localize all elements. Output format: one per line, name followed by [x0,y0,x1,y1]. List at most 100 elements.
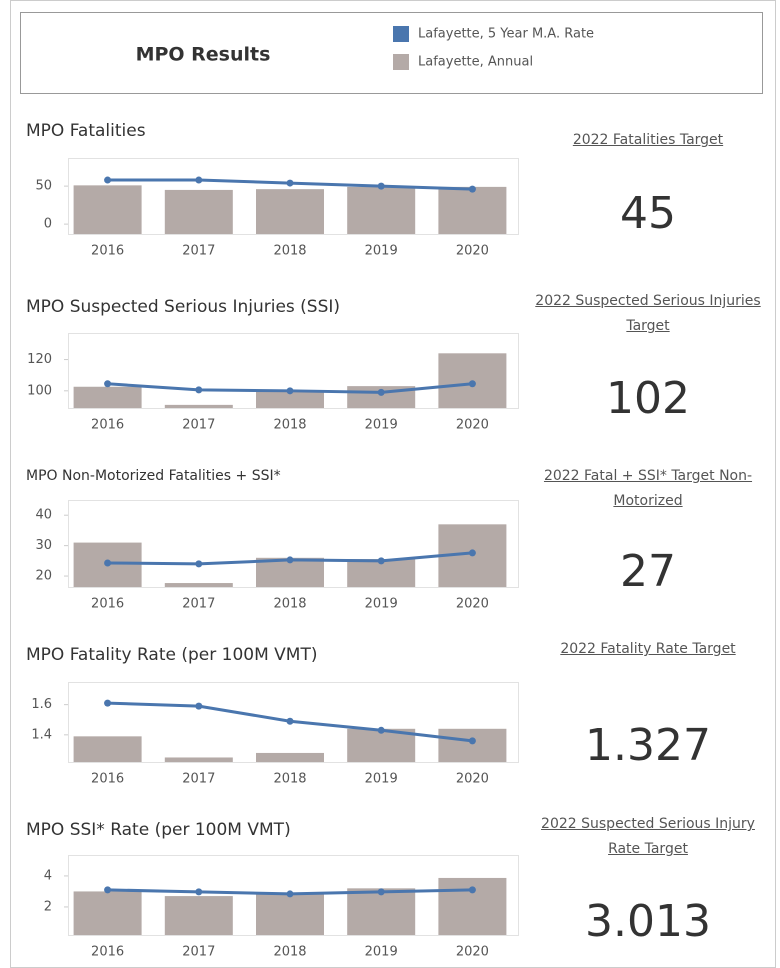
ma-point [195,888,203,896]
x-tick-label: 2016 [91,418,124,433]
ma-point [286,387,294,395]
chart-title: MPO Suspected Serious Injuries (SSI) [26,297,340,317]
ma-point [377,726,385,734]
ma-point [195,386,203,394]
ma-point [104,559,112,567]
legend-swatch [393,54,409,70]
chart-title: MPO Fatalities [26,121,146,141]
x-tick-label: 2018 [273,597,306,612]
ma-point [468,185,476,193]
legend-label: Lafayette, 5 Year M.A. Rate [418,27,594,42]
bar [73,185,142,234]
x-tick-label: 2020 [456,772,489,787]
x-tick-label: 2019 [365,244,398,259]
target-title: 2022 Fatality Rate Target [560,641,736,657]
ma-point [377,182,385,190]
y-tick-label: 1.4 [31,727,52,742]
y-tick-label: 2 [44,899,52,914]
chart-title: MPO SSI* Rate (per 100M VMT) [26,820,291,840]
x-tick-label: 2017 [182,945,215,960]
bar [256,893,324,935]
x-tick-label: 2019 [365,597,398,612]
target-value: 3.013 [585,896,711,947]
bar [164,189,233,234]
y-tick-label: 20 [35,569,52,584]
bar [256,189,324,234]
x-tick-label: 2017 [182,597,215,612]
y-tick-label: 4 [44,868,52,883]
bar [256,391,324,408]
ma-point [104,380,112,388]
bar [347,888,416,935]
x-tick-label: 2018 [273,945,306,960]
x-tick-label: 2016 [91,597,124,612]
ma-point [286,556,294,564]
ma-point [468,737,476,745]
plot-area [68,682,519,763]
target-title: 2022 Fatalities Target [572,132,724,148]
y-tick-label: 1.6 [31,697,52,712]
header-title: MPO Results [136,44,271,66]
bar [256,752,324,762]
ma-point [104,699,112,707]
x-tick-label: 2016 [91,772,124,787]
ma-point [468,549,476,557]
legend-swatch [393,26,409,42]
target-title: 2022 Suspected Serious Injury Rate Targe… [541,816,755,857]
bar [347,186,416,234]
x-tick-label: 2016 [91,244,124,259]
ma-point [195,702,203,710]
x-tick-label: 2017 [182,772,215,787]
ma-point [195,560,203,568]
bar [164,896,233,935]
x-tick-label: 2018 [273,772,306,787]
x-tick-label: 2017 [182,244,215,259]
target-value: 27 [620,546,676,597]
x-tick-label: 2017 [182,418,215,433]
x-tick-label: 2018 [273,418,306,433]
bar [438,186,507,234]
ma-point [195,176,203,184]
y-tick-label: 50 [35,179,52,194]
x-tick-label: 2016 [91,945,124,960]
x-tick-label: 2020 [456,418,489,433]
plot-area [68,158,519,235]
ma-point [377,888,385,896]
y-tick-label: 40 [35,508,52,523]
ma-point [377,388,385,396]
y-tick-label: 0 [44,217,52,232]
target-title: 2022 Suspected Serious Injuries Target [535,293,761,334]
x-tick-label: 2018 [273,244,306,259]
bar [73,736,142,762]
plot-area [68,500,519,588]
chart-title: MPO Non-Motorized Fatalities + SSI* [26,468,281,484]
ma-point [468,380,476,388]
bar [73,891,142,935]
x-tick-label: 2019 [365,772,398,787]
plot-area [68,855,519,936]
y-tick-label: 30 [35,538,52,553]
target-value: 45 [620,188,676,239]
x-tick-label: 2020 [456,945,489,960]
plot-area [68,333,519,409]
chart-title: MPO Fatality Rate (per 100M VMT) [26,645,318,665]
ma-point [468,886,476,894]
ma-point [104,176,112,184]
ma-point [377,557,385,565]
y-tick-label: 120 [27,352,52,367]
header-box [20,12,763,94]
bar [164,404,233,408]
bar [438,728,507,762]
bar [164,583,233,587]
ma-point [286,890,294,898]
bar [164,757,233,762]
ma-point [104,886,112,894]
legend-label: Lafayette, Annual [418,55,533,70]
target-value: 102 [606,373,690,424]
ma-point [286,717,294,725]
x-tick-label: 2019 [365,418,398,433]
bar [73,386,142,408]
target-title: 2022 Fatal + SSI* Target Non-Motorized [543,468,753,509]
y-tick-label: 100 [27,383,52,398]
